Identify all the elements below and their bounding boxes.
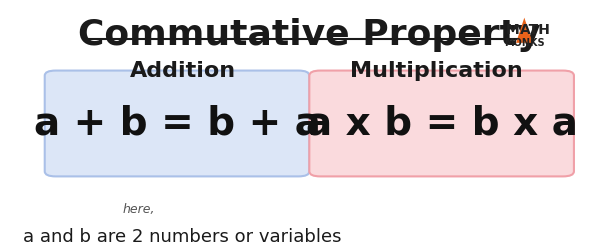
Text: Multiplication: Multiplication xyxy=(350,60,523,81)
Text: ATH: ATH xyxy=(520,23,551,37)
Text: Addition: Addition xyxy=(130,60,236,81)
Text: here,: here, xyxy=(122,203,155,216)
Text: MONKS: MONKS xyxy=(504,38,545,48)
FancyBboxPatch shape xyxy=(45,71,310,176)
Text: Commutative Property: Commutative Property xyxy=(78,18,541,52)
Polygon shape xyxy=(516,18,533,43)
Text: a x b = b x a: a x b = b x a xyxy=(305,105,578,142)
Text: M: M xyxy=(505,23,519,37)
Text: a + b = b + a: a + b = b + a xyxy=(34,105,320,142)
Text: a and b are 2 numbers or variables: a and b are 2 numbers or variables xyxy=(23,228,342,246)
FancyBboxPatch shape xyxy=(310,71,574,176)
